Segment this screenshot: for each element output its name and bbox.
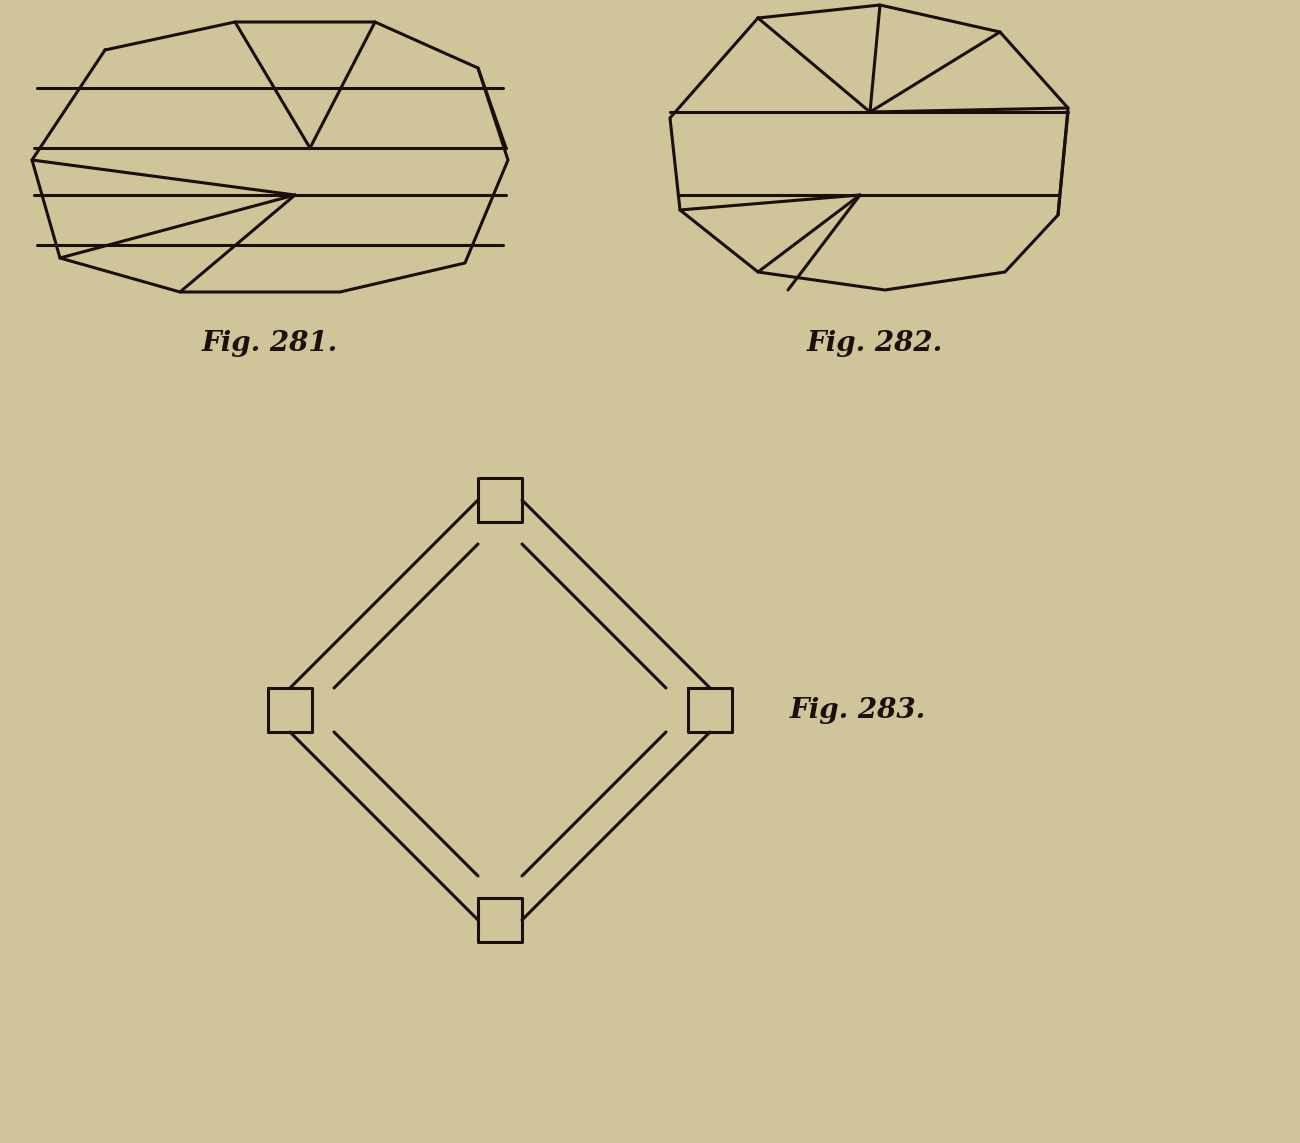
- Text: Fig. 282.: Fig. 282.: [807, 330, 942, 357]
- Text: Fig. 283.: Fig. 283.: [790, 696, 926, 724]
- Text: Fig. 281.: Fig. 281.: [202, 330, 338, 357]
